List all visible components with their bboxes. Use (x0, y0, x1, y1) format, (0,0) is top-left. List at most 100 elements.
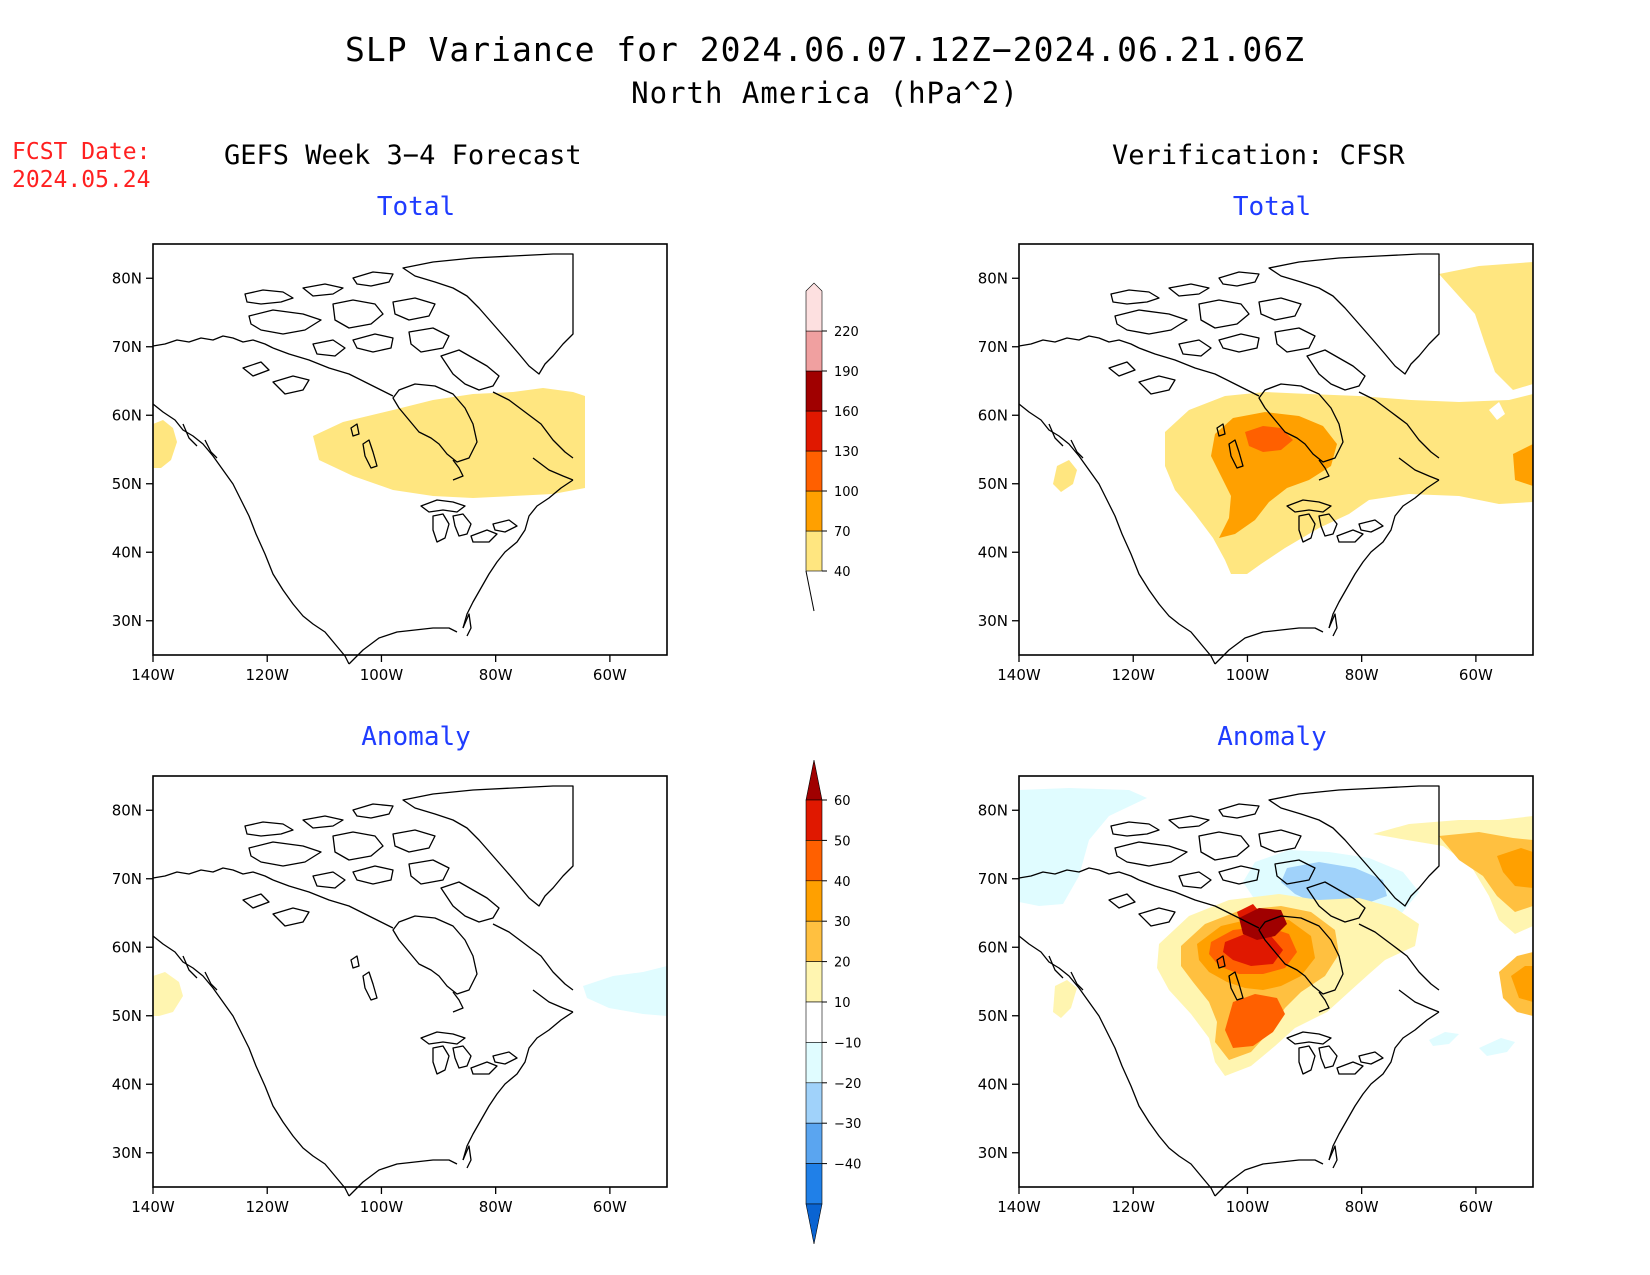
map-panel-verification-total (1018, 243, 1534, 665)
colorbar-anomaly-swatch (805, 880, 823, 922)
lon-tick-label: 100W (1226, 666, 1270, 684)
colorbar-anomaly-label: −20 (834, 1077, 861, 1092)
lon-tick-label: 100W (360, 666, 404, 684)
forecast-date-label: FCST Date: (12, 139, 151, 165)
colorbar-anomaly-label: 10 (834, 996, 851, 1011)
lat-tick-label: 30N (112, 612, 142, 630)
colorbar-total-swatch (805, 530, 823, 572)
shading-verification-anomaly (1019, 788, 1533, 1076)
column-title-verification: Verification: CFSR (1112, 140, 1405, 171)
colorbar-total: 40 70 100 130 160 190 220 (805, 282, 859, 612)
lon-tick-label: 80W (479, 666, 513, 684)
lon-tick-label: 60W (593, 1198, 627, 1216)
map-panel-forecast-anomaly (152, 775, 668, 1197)
lon-tick-label: 120W (245, 666, 289, 684)
figure-subtitle: North America (hPa^2) (631, 76, 1019, 110)
lat-tick-label: 60N (112, 406, 142, 424)
colorbar-total-lower-end (805, 570, 815, 612)
lon-tick-label: 120W (245, 1198, 289, 1216)
lat-tick-label: 40N (112, 543, 142, 561)
lat-tick-label: 50N (978, 1007, 1008, 1025)
colorbar-anomaly-label: −10 (834, 1036, 861, 1051)
colorbar-total-swatch (805, 330, 823, 372)
lat-tick-label: 60N (978, 406, 1008, 424)
map-panel-forecast-total (152, 243, 668, 665)
colorbar-anomaly-swatch (805, 1001, 823, 1043)
lon-tick-label: 60W (593, 666, 627, 684)
lon-tick-label: 140W (131, 1198, 175, 1216)
colorbar-anomaly-swatch (805, 1163, 823, 1205)
lon-tick-label: 60W (1459, 1198, 1493, 1216)
lat-tick-label: 60N (112, 938, 142, 956)
lon-tick-label: 60W (1459, 666, 1493, 684)
shading-forecast-total (153, 388, 585, 498)
colorbar-anomaly-label: 20 (834, 956, 851, 971)
colorbar-anomaly-bottom-arrow (805, 1203, 823, 1245)
lon-tick-label: 140W (997, 1198, 1041, 1216)
lat-tick-label: 50N (112, 1007, 142, 1025)
lon-tick-label: 80W (1345, 1198, 1379, 1216)
lon-tick-label: 140W (997, 666, 1041, 684)
lat-tick-label: 40N (978, 1075, 1008, 1093)
map-panel-verification-anomaly (1018, 775, 1534, 1197)
lat-tick-label: 40N (112, 1075, 142, 1093)
colorbar-anomaly-swatch (805, 1082, 823, 1124)
colorbar-total-label: 40 (834, 565, 851, 580)
shading-verification-total (1053, 262, 1533, 574)
forecast-date-value: 2024.05.24 (12, 167, 151, 193)
lat-tick-label: 80N (112, 801, 142, 819)
colorbar-anomaly-swatch (805, 1122, 823, 1164)
lon-tick-label: 100W (360, 1198, 404, 1216)
colorbar-anomaly-label: 60 (834, 794, 851, 809)
lon-tick-label: 80W (479, 1198, 513, 1216)
shading-forecast-anomaly (153, 966, 667, 1016)
colorbar-anomaly-swatch (805, 840, 823, 882)
panel-title-verification-total: Total (1232, 192, 1312, 222)
colorbar-total-swatch (805, 282, 823, 332)
lat-tick-label: 30N (978, 612, 1008, 630)
panel-title-verification-anomaly: Anomaly (1217, 722, 1327, 752)
panel-title-forecast-anomaly: Anomaly (361, 722, 471, 752)
lat-tick-label: 50N (112, 475, 142, 493)
colorbar-anomaly-label: 30 (834, 915, 851, 930)
axes-verification-anomaly: 140W 120W 100W 80W 60W 80N 70N 60N 50N 40N 30N (978, 801, 1493, 1216)
colorbar-total-swatch (805, 370, 823, 412)
lat-tick-label: 70N (978, 338, 1008, 356)
colorbar-anomaly-label: 50 (834, 834, 851, 849)
lat-tick-label: 70N (112, 338, 142, 356)
colorbar-total-label: 160 (834, 405, 859, 420)
colorbar-total-label: 190 (834, 365, 859, 380)
lat-tick-label: 30N (112, 1144, 142, 1162)
colorbar-total-label: 100 (834, 485, 859, 500)
column-title-forecast: GEFS Week 3−4 Forecast (224, 140, 582, 171)
colorbar-total-label: 130 (834, 445, 859, 460)
lat-tick-label: 80N (978, 269, 1008, 287)
colorbar-total-label: 70 (834, 525, 851, 540)
colorbar-anomaly-swatch (805, 920, 823, 962)
lat-tick-label: 50N (978, 475, 1008, 493)
colorbar-anomaly: 60 50 40 30 20 10 −10 −20 −30 −40 (805, 759, 861, 1245)
lon-tick-label: 120W (1111, 1198, 1155, 1216)
lat-tick-label: 40N (978, 543, 1008, 561)
lat-tick-label: 80N (112, 269, 142, 287)
lon-tick-label: 120W (1111, 666, 1155, 684)
colorbar-anomaly-label: −40 (834, 1158, 861, 1173)
lat-tick-label: 30N (978, 1144, 1008, 1162)
colorbar-anomaly-swatch (805, 961, 823, 1003)
colorbar-anomaly-top-arrow (805, 759, 823, 801)
axes-verification-total: 140W 120W 100W 80W 60W 80N 70N 60N 50N 40N 30N (978, 269, 1493, 684)
axes-forecast-total: 140W 120W 100W 80W 60W 80N 70N 60N 50N 40N 30N (112, 269, 627, 684)
figure-title: SLP Variance for 2024.06.07.12Z−2024.06.… (345, 30, 1305, 69)
colorbar-total-swatch (805, 490, 823, 532)
axes-layer: 140W 120W 100W 80W 60W80N70N60N50N40N30N140W… (112, 269, 1493, 1216)
colorbar-total-swatch (805, 410, 823, 452)
colorbar-anomaly-swatch (805, 799, 823, 841)
panel-title-forecast-total: Total (376, 192, 456, 222)
forecast-date: FCST Date: 2024.05.24 (12, 138, 150, 194)
colorbar-total-label: 220 (834, 325, 859, 340)
colorbar-anomaly-swatch (805, 1042, 823, 1084)
lon-tick-label: 80W (1345, 666, 1379, 684)
colorbar-anomaly-label: −30 (834, 1117, 861, 1132)
lon-tick-label: 140W (131, 666, 175, 684)
